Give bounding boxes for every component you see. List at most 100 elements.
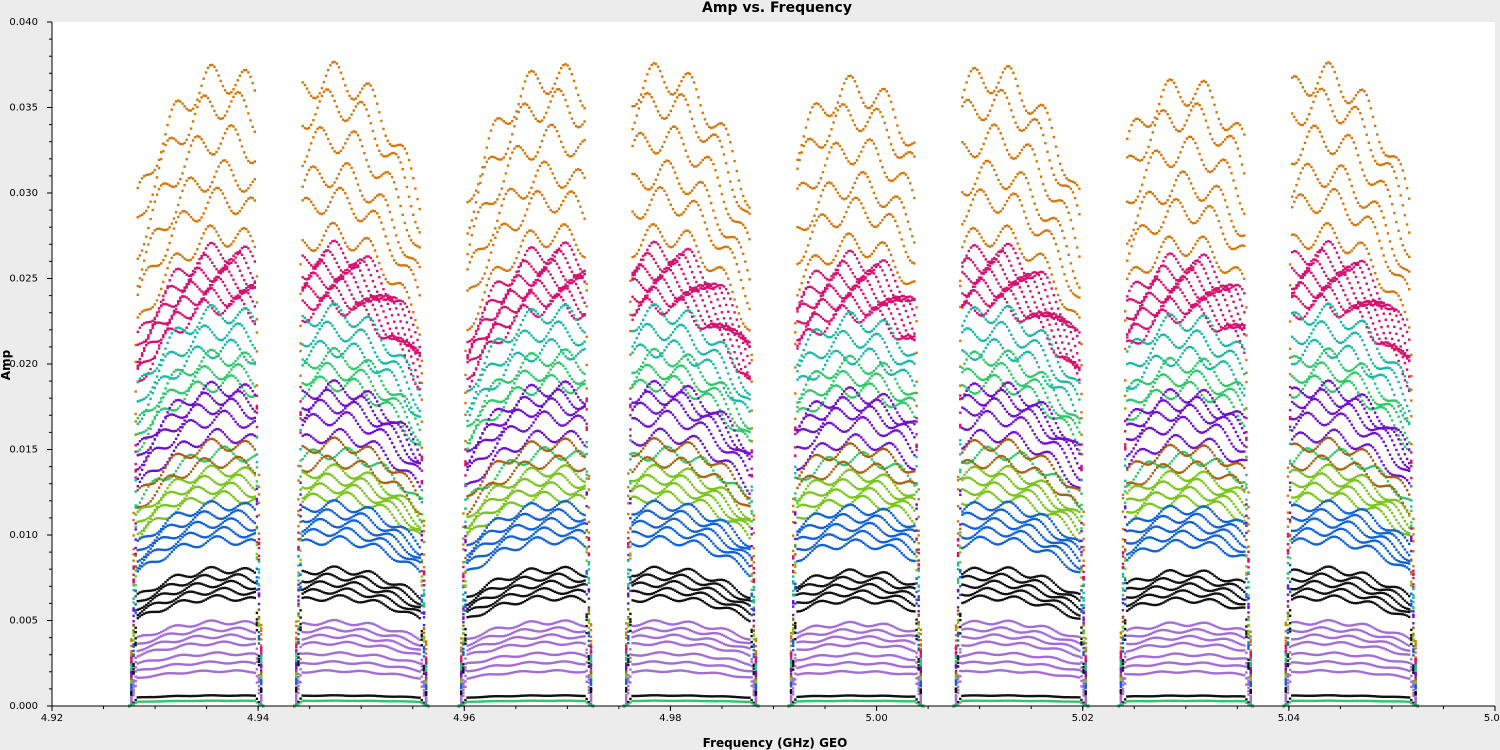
data-point [203, 627, 205, 629]
data-point [222, 257, 224, 259]
data-point [141, 562, 143, 564]
data-point [363, 330, 365, 332]
data-point [152, 325, 154, 327]
data-point [169, 304, 171, 306]
data-point [302, 535, 304, 537]
data-point [247, 361, 249, 363]
data-point [200, 635, 202, 637]
data-point [164, 549, 166, 551]
data-point [156, 351, 158, 353]
data-point [314, 325, 316, 327]
data-point [215, 700, 217, 702]
data-point [149, 604, 151, 606]
data-point [132, 519, 134, 521]
data-point [179, 297, 181, 299]
data-point [329, 669, 331, 671]
data-point [217, 468, 219, 470]
data-point [224, 517, 226, 519]
data-point [243, 466, 245, 468]
data-point [325, 184, 327, 186]
data-point [141, 634, 143, 636]
data-point [304, 521, 306, 523]
data-point [325, 508, 327, 510]
data-point [209, 596, 211, 598]
data-point [200, 444, 202, 446]
data-point [196, 601, 198, 603]
data-point [247, 312, 249, 314]
data-point [137, 294, 139, 296]
data-point [325, 694, 327, 696]
data-point [179, 502, 181, 504]
data-point [348, 323, 350, 325]
data-point [220, 484, 222, 486]
data-point [177, 541, 179, 543]
data-point [342, 621, 344, 623]
data-point [207, 354, 209, 356]
data-point [166, 658, 168, 660]
data-point [213, 277, 215, 279]
data-point [203, 142, 205, 144]
data-point [342, 641, 344, 643]
data-point [179, 442, 181, 444]
data-point [160, 588, 162, 590]
data-point [215, 416, 217, 418]
data-point [222, 640, 224, 642]
data-point [249, 235, 251, 237]
data-point [234, 581, 236, 583]
data-point [256, 544, 258, 546]
data-point [252, 344, 254, 346]
data-point [132, 650, 134, 652]
data-point [316, 581, 318, 583]
data-point [200, 317, 202, 319]
data-point [368, 446, 370, 448]
data-point [211, 307, 213, 309]
data-point [220, 694, 222, 696]
data-point [137, 417, 139, 419]
data-point [209, 526, 211, 528]
data-point [137, 344, 139, 346]
data-point [135, 627, 137, 629]
data-point [177, 428, 179, 430]
data-point [145, 375, 147, 377]
data-point [220, 314, 222, 316]
data-point [224, 634, 226, 636]
data-point [252, 285, 254, 287]
data-point [348, 671, 350, 673]
data-point [237, 133, 239, 135]
data-point [254, 695, 256, 697]
data-point [200, 536, 202, 538]
data-point [135, 522, 137, 524]
data-point [308, 529, 310, 531]
data-point [183, 534, 185, 536]
data-point [222, 490, 224, 492]
data-point [179, 355, 181, 357]
data-point [147, 554, 149, 556]
data-point [217, 74, 219, 76]
data-point [230, 243, 232, 245]
data-point [308, 671, 310, 673]
data-point [192, 625, 194, 627]
data-point [135, 603, 137, 605]
data-point [234, 84, 236, 86]
data-point [249, 500, 251, 502]
data-point [254, 417, 256, 419]
data-point [139, 286, 141, 288]
data-point [243, 575, 245, 577]
data-point [230, 368, 232, 370]
data-point [152, 611, 154, 613]
data-point [183, 513, 185, 515]
data-point [365, 159, 367, 161]
data-point [308, 354, 310, 356]
data-point [256, 480, 258, 482]
data-point [321, 669, 323, 671]
data-point [308, 695, 310, 697]
data-point [333, 533, 335, 535]
data-point [308, 470, 310, 472]
data-point [350, 573, 352, 575]
data-point [333, 456, 335, 458]
data-point [143, 347, 145, 349]
data-point [302, 424, 304, 426]
data-point [209, 465, 211, 467]
data-point [137, 643, 139, 645]
data-point [132, 689, 134, 691]
